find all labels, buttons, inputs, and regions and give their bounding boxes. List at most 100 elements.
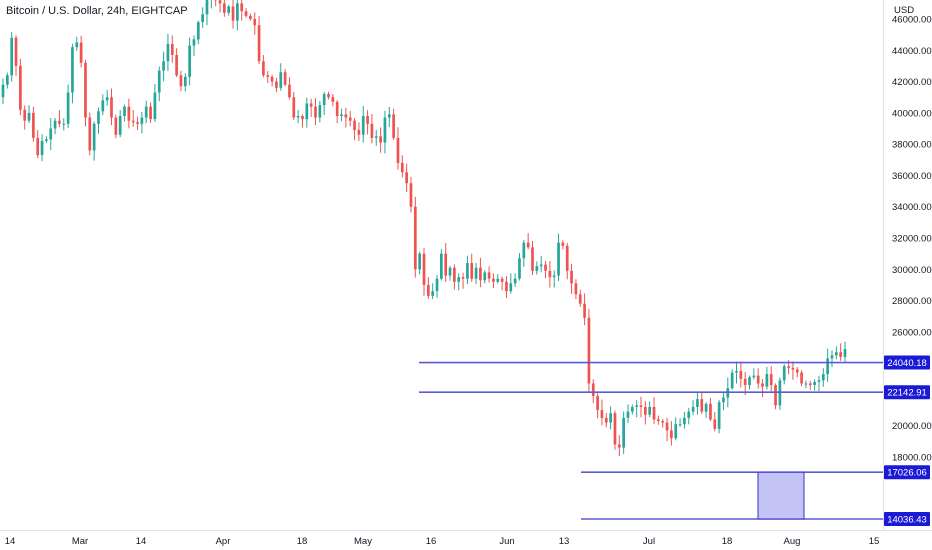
candle-body: [166, 44, 170, 62]
candle-body: [1, 84, 5, 98]
candle-body: [262, 61, 265, 76]
candle-body: [830, 355, 834, 359]
candle-body: [683, 417, 686, 425]
candle-body: [552, 275, 556, 278]
candle-body: [23, 109, 27, 121]
candle-body: [630, 406, 634, 412]
price-level-label: 14036.43: [887, 515, 927, 526]
x-tick-label: Apr: [216, 536, 231, 547]
candle-body: [413, 206, 417, 270]
candle-body: [157, 70, 161, 93]
candle-body: [131, 120, 135, 123]
candle-body: [426, 284, 430, 296]
candle-body: [179, 75, 183, 87]
candle-body: [105, 97, 109, 101]
x-tick-label: 14: [136, 536, 147, 547]
candle-body: [366, 115, 369, 124]
candle-body: [609, 413, 612, 423]
candle-body: [392, 114, 395, 138]
candle-body: [492, 278, 495, 282]
y-tick-label: 30000.00: [892, 265, 932, 276]
candle-body: [188, 45, 191, 77]
target-zone-box: [757, 471, 805, 520]
chart-title: Bitcoin / U.S. Dollar, 24h, EIGHTCAP: [6, 5, 188, 17]
candle-body: [40, 141, 44, 156]
y-tick-label: 18000.00: [892, 453, 932, 464]
x-tick-label: 13: [559, 536, 570, 547]
candle-body: [123, 106, 126, 116]
candle-body: [565, 245, 569, 271]
y-tick-label: 44000.00: [892, 46, 932, 57]
candle-body: [153, 92, 157, 120]
candle-body: [600, 410, 604, 418]
x-tick-label: 18: [297, 536, 308, 547]
x-tick-label: 18: [722, 536, 733, 547]
candle-body: [370, 123, 374, 138]
candle-body: [422, 253, 426, 285]
candle-body: [318, 105, 322, 118]
candle-body: [765, 374, 769, 387]
candle-body: [192, 39, 196, 46]
candle-body: [674, 424, 678, 439]
candle-body: [622, 417, 625, 448]
candle-body: [88, 117, 92, 151]
candle-body: [266, 75, 270, 77]
x-tick-label: 15: [869, 536, 880, 547]
candle-body: [661, 421, 665, 423]
x-tick-label: Jul: [643, 536, 655, 547]
candle-body: [591, 383, 595, 396]
candle-body: [648, 406, 652, 415]
candle-body: [496, 278, 500, 282]
x-tick-label: 16: [426, 536, 437, 547]
price-level-label: 24040.18: [887, 358, 927, 369]
x-tick-label: Mar: [72, 536, 88, 547]
candle-body: [10, 37, 14, 76]
candle-body: [578, 294, 582, 304]
candle-body: [526, 242, 530, 248]
y-tick-label: 32000.00: [892, 234, 932, 245]
candle-body: [700, 399, 704, 412]
candle-body: [296, 115, 300, 118]
price-level-label: 17026.06: [887, 468, 927, 479]
candle-body: [244, 11, 248, 16]
candle-body: [140, 117, 144, 124]
candle-body: [240, 3, 244, 12]
y-tick-label: 26000.00: [892, 327, 932, 338]
candle-body: [617, 444, 621, 448]
candle-body: [253, 19, 257, 26]
y-tick-label: 20000.00: [892, 421, 932, 432]
candle-body: [383, 117, 387, 143]
candle-body: [713, 419, 717, 429]
candle-body: [670, 430, 673, 439]
candle-body: [36, 137, 40, 156]
candle-body: [231, 6, 235, 21]
candle-body: [769, 374, 773, 386]
candle-body: [479, 267, 482, 281]
candle-body: [175, 54, 178, 76]
candle-body: [227, 6, 231, 13]
candle-body: [557, 242, 560, 276]
candle-body: [487, 272, 491, 279]
x-tick-label: Jun: [499, 536, 514, 547]
candle-body: [270, 76, 274, 82]
x-tick-label: May: [354, 536, 372, 547]
price-level-badge: [884, 355, 930, 370]
candle-body: [127, 106, 131, 121]
candle-body: [249, 15, 252, 19]
candle-body: [756, 375, 760, 384]
candle-body: [257, 25, 261, 62]
candle-body: [357, 130, 361, 135]
candle-body: [722, 397, 725, 403]
candle-body: [84, 62, 87, 118]
candle-body: [292, 97, 296, 118]
candle-body: [5, 75, 9, 85]
candle-body: [613, 413, 617, 445]
candle-body: [205, 0, 209, 15]
candle-body: [448, 267, 452, 276]
candle-body: [466, 263, 469, 279]
candle-body: [574, 283, 578, 295]
candle-body: [518, 258, 521, 279]
candle-body: [183, 76, 187, 87]
price-level-label: 22142.91: [887, 388, 927, 399]
